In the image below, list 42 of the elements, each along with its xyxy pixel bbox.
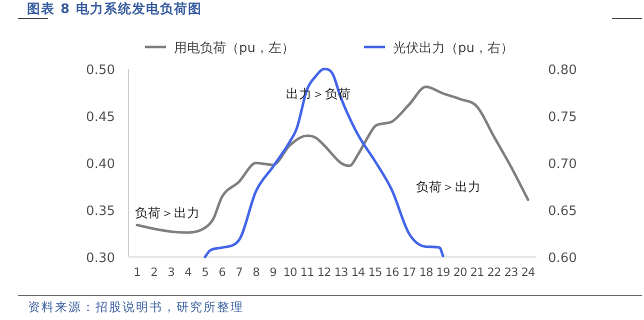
y2-tick-label: 0.60 xyxy=(548,251,577,266)
x-tick-label: 19 xyxy=(436,265,450,279)
text: 资料来源：招股说明书，研究所整理 xyxy=(28,300,244,314)
x-tick-label: 24 xyxy=(521,265,535,279)
x-tick-label: 22 xyxy=(487,265,501,279)
x-tick-label: 10 xyxy=(283,265,297,279)
legend-label: 光伏出力（pu，右） xyxy=(393,41,514,56)
y-tick-label: 0.45 xyxy=(86,110,115,125)
x-tick-label: 9 xyxy=(270,265,277,279)
x-tick-label: 7 xyxy=(236,265,243,279)
line-series xyxy=(136,86,530,234)
legend-label: 用电负荷（pu，左） xyxy=(174,41,294,56)
annotation: 负荷＞出力 xyxy=(135,205,200,220)
x-tick-label: 2 xyxy=(150,265,158,279)
y-tick-label: 0.30 xyxy=(86,251,115,266)
x-tick-label: 1 xyxy=(134,265,141,279)
y-tick-label: 0.50 xyxy=(86,63,115,78)
chart-title: 图表 8 电力系统发电负荷图 xyxy=(27,1,202,17)
x-tick-label: 18 xyxy=(419,265,433,279)
y-tick-label: 0.40 xyxy=(86,157,115,172)
line-series xyxy=(204,68,444,258)
x-tick-label: 14 xyxy=(351,265,365,279)
x-tick-label: 4 xyxy=(184,265,192,279)
x-tick-label: 8 xyxy=(252,265,260,279)
y2-tick-label: 0.65 xyxy=(548,204,577,219)
x-tick-label: 21 xyxy=(470,265,484,279)
y2-tick-label: 0.70 xyxy=(548,157,577,172)
x-tick-label: 20 xyxy=(453,265,467,279)
y2-tick-label: 0.75 xyxy=(548,110,577,125)
x-tick-label: 16 xyxy=(385,265,399,279)
annotation: 负荷＞出力 xyxy=(416,179,481,194)
x-tick-label: 3 xyxy=(168,265,175,279)
x-tick-label: 5 xyxy=(202,265,209,279)
x-tick-label: 23 xyxy=(504,265,518,279)
x-tick-label: 11 xyxy=(300,265,314,279)
y-tick-label: 0.35 xyxy=(86,204,115,219)
y2-tick-label: 0.80 xyxy=(548,63,577,78)
x-tick-label: 12 xyxy=(317,265,331,279)
x-tick-label: 13 xyxy=(334,265,348,279)
x-tick-label: 17 xyxy=(402,265,416,279)
x-tick-label: 15 xyxy=(368,265,382,279)
x-tick-label: 6 xyxy=(218,265,226,279)
